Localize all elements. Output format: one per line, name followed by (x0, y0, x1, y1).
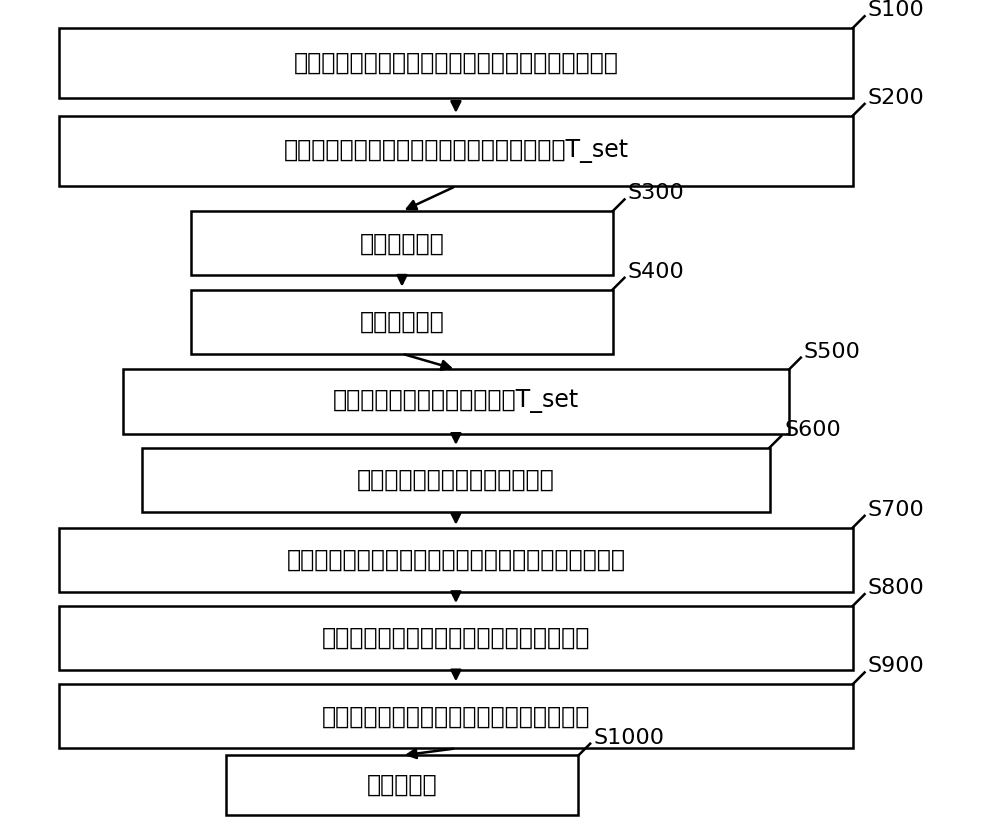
Text: 注入故障，重新检查安全性属性和活性属性: 注入故障，重新检查安全性属性和活性属性 (322, 704, 590, 728)
Text: S700: S700 (868, 500, 924, 519)
Text: S800: S800 (868, 578, 924, 598)
Text: S500: S500 (804, 341, 861, 362)
Bar (59, 116, 853, 186)
Bar (191, 289, 613, 354)
Text: S400: S400 (627, 262, 684, 282)
Text: S200: S200 (868, 88, 924, 108)
Bar (191, 211, 613, 275)
Text: S100: S100 (868, 0, 924, 20)
Bar (123, 369, 789, 434)
Bar (226, 755, 578, 815)
Text: S600: S600 (784, 420, 841, 440)
Text: 获取迁移后待验证系统所处状态: 获取迁移后待验证系统所处状态 (357, 468, 555, 492)
Text: S300: S300 (627, 184, 684, 203)
Text: 获取初始状态下待验证系统可以执行的迁移集T_set: 获取初始状态下待验证系统可以执行的迁移集T_set (283, 139, 628, 163)
Bar (59, 28, 853, 98)
Bar (142, 448, 770, 512)
Bar (59, 528, 853, 591)
Text: 基于对等约减策略约减迁移集T_set: 基于对等约减策略约减迁移集T_set (333, 389, 579, 414)
Text: 检查安全性状态的活性属性，获取活性状态: 检查安全性状态的活性属性，获取活性状态 (322, 626, 590, 650)
Text: S900: S900 (868, 656, 924, 676)
Text: 检查待验证系统所处状态安全性属性，获取安全性状态: 检查待验证系统所处状态安全性属性，获取安全性状态 (286, 548, 625, 571)
Bar (59, 606, 853, 670)
Text: S1000: S1000 (593, 727, 664, 748)
Text: 初始化待验证系统，将待验证系统初始化为初始状态: 初始化待验证系统，将待验证系统初始化为初始状态 (293, 51, 618, 76)
Bar (59, 684, 853, 748)
Text: 定义相同操作: 定义相同操作 (360, 310, 444, 334)
Text: 定义对等节点: 定义对等节点 (360, 232, 444, 255)
Text: 输出反例集: 输出反例集 (367, 774, 437, 797)
